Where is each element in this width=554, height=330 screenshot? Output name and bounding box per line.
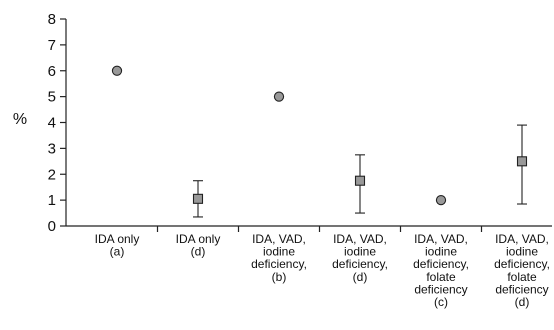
y-tick-label: 6 bbox=[48, 63, 56, 80]
category-label-line: deficiency, bbox=[494, 257, 550, 271]
category-label-line: IDA only bbox=[95, 232, 140, 246]
category-label-line: IDA only bbox=[176, 232, 221, 246]
y-tick-label: 8 bbox=[48, 11, 56, 28]
y-tick-label: 1 bbox=[48, 192, 56, 209]
category-label-line: (d) bbox=[353, 270, 368, 284]
category-label-line: (d) bbox=[515, 295, 530, 309]
category-labels: IDA only (a)IDA only (d)IDA, VAD, iodine def… bbox=[95, 226, 550, 309]
category-label-line: deficiency, bbox=[251, 257, 307, 271]
category-label-line: iodine bbox=[425, 245, 457, 259]
category-label: IDA, VAD, iodine deficiency, (d) bbox=[332, 232, 388, 284]
category-label-line: IDA, VAD, bbox=[333, 232, 387, 246]
y-tick-label: 2 bbox=[48, 166, 56, 183]
category-label-line: deficiency, bbox=[332, 257, 388, 271]
data-point-square bbox=[516, 156, 528, 167]
category-label-line: folate bbox=[507, 270, 537, 284]
y-axis-ticks: 0 1 2 3 4 5 6 7 8 bbox=[48, 11, 66, 235]
y-tick-label: 7 bbox=[48, 37, 56, 54]
category-label-line: deficiency bbox=[414, 282, 467, 296]
data-point-square bbox=[192, 193, 204, 204]
category-label: IDA, VAD, iodine deficiency, folate deficien… bbox=[413, 232, 469, 309]
category-label-line: iodine bbox=[506, 245, 538, 259]
data-point-square bbox=[354, 175, 366, 186]
category-label: IDA, VAD, iodine deficiency, (b) bbox=[251, 232, 307, 284]
category-label-line: IDA, VAD, bbox=[414, 232, 468, 246]
category-label: IDA only (a) bbox=[95, 232, 140, 259]
y-axis-label: % bbox=[13, 111, 27, 128]
category-label-line: IDA, VAD, bbox=[495, 232, 549, 246]
data-point-circle bbox=[111, 65, 123, 76]
data-points bbox=[111, 65, 528, 218]
category-label-line: (c) bbox=[434, 295, 448, 309]
data-point-circle bbox=[273, 91, 285, 102]
y-tick-label: 3 bbox=[48, 140, 56, 157]
category-label-line: (a) bbox=[110, 245, 125, 259]
category-label-line: (b) bbox=[272, 270, 287, 284]
axes bbox=[65, 19, 552, 227]
category-label-line: iodine bbox=[263, 245, 295, 259]
category-label: IDA only (d) bbox=[176, 232, 221, 259]
category-label: IDA, VAD, iodine deficiency, folate deficien… bbox=[494, 232, 550, 309]
category-label-line: iodine bbox=[344, 245, 376, 259]
category-label-line: (d) bbox=[191, 245, 206, 259]
y-tick-label: 5 bbox=[48, 89, 56, 106]
data-point-circle bbox=[435, 194, 447, 206]
category-label-line: IDA, VAD, bbox=[252, 232, 306, 246]
y-tick-label: 4 bbox=[48, 115, 56, 132]
y-tick-label: 0 bbox=[48, 218, 56, 235]
category-label-line: folate bbox=[426, 270, 456, 284]
category-label-line: deficiency, bbox=[413, 257, 469, 271]
category-label-line: deficiency bbox=[495, 282, 548, 296]
